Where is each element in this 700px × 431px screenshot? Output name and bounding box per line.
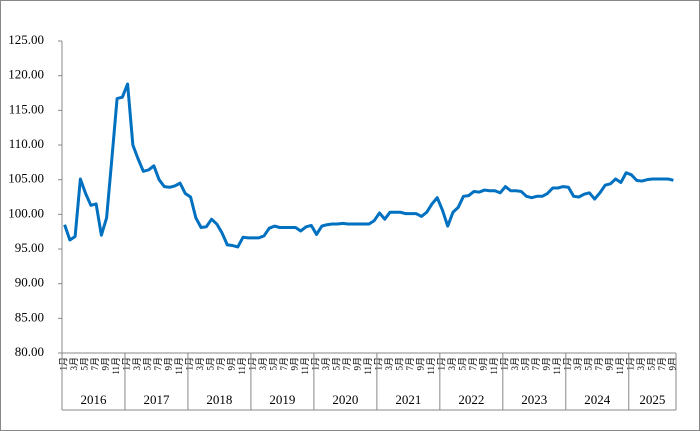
y-tick-label: 105.00 (8, 171, 44, 186)
x-tick-label: 7月 (594, 357, 604, 371)
x-tick-label: 11月 (489, 357, 499, 375)
y-tick-label: 110.00 (9, 136, 44, 151)
x-tick-label: 3月 (510, 357, 520, 371)
x-tick-label: 11月 (174, 357, 184, 375)
x-tick-label: 7月 (279, 357, 289, 371)
x-tick-label: 1月 (185, 357, 195, 371)
x-tick-label: 3月 (447, 357, 457, 371)
x-tick-label: 9月 (479, 357, 489, 371)
x-tick-label: 3月 (321, 357, 331, 371)
group-label: 2022 (458, 392, 484, 407)
x-tick-label: 7月 (153, 357, 163, 371)
y-tick-label: 125.00 (8, 32, 44, 47)
x-tick-label: 9月 (101, 357, 111, 371)
x-tick-label: 11月 (300, 357, 310, 375)
x-tick-label: 1月 (122, 357, 132, 371)
group-label: 2023 (521, 392, 547, 407)
group-label: 2019 (269, 392, 295, 407)
x-tick-label: 5月 (80, 357, 90, 371)
x-tick-label: 7月 (405, 357, 415, 371)
y-tick-label: 100.00 (8, 205, 44, 220)
x-tick-label: 3月 (384, 357, 394, 371)
y-tick-label: 90.00 (15, 275, 44, 290)
y-tick-label: 95.00 (15, 240, 44, 255)
x-tick-label: 9月 (541, 357, 551, 371)
x-tick-label: 5月 (332, 357, 342, 371)
x-tick-label: 11月 (615, 357, 625, 375)
x-tick-label: 7月 (90, 357, 100, 371)
x-tick-label: 9月 (667, 357, 677, 371)
x-tick-label: 1月 (311, 357, 321, 371)
x-tick-label: 7月 (531, 357, 541, 371)
group-label: 2021 (395, 392, 421, 407)
group-label: 2024 (584, 392, 611, 407)
x-tick-label: 11月 (552, 357, 562, 375)
y-tick-label: 85.00 (15, 309, 44, 324)
x-tick-label: 7月 (342, 357, 352, 371)
x-tick-label: 3月 (258, 357, 268, 371)
y-tick-label: 80.00 (15, 344, 44, 359)
x-tick-label: 5月 (206, 357, 216, 371)
x-tick-label: 1月 (374, 357, 384, 371)
y-tick-label: 115.00 (9, 101, 44, 116)
x-tick-label: 9月 (416, 357, 426, 371)
group-label: 2025 (639, 392, 665, 407)
x-tick-label: 5月 (646, 357, 656, 371)
x-tick-label: 5月 (583, 357, 593, 371)
x-tick-label: 11月 (111, 357, 121, 375)
x-tick-label: 1月 (562, 357, 572, 371)
data-line (63, 82, 674, 249)
x-tick-label: 5月 (143, 357, 153, 371)
x-tick-label: 1月 (625, 357, 635, 371)
x-tick-label: 9月 (290, 357, 300, 371)
x-tick-label: 9月 (353, 357, 363, 371)
x-tick-label: 3月 (636, 357, 646, 371)
x-tick-label: 11月 (426, 357, 436, 375)
x-tick-label: 3月 (195, 357, 205, 371)
x-tick-label: 9月 (227, 357, 237, 371)
group-label: 2018 (206, 392, 232, 407)
x-tick-label: 9月 (604, 357, 614, 371)
x-tick-label: 1月 (437, 357, 447, 371)
x-tick-label: 1月 (59, 357, 69, 371)
x-tick-label: 11月 (237, 357, 247, 375)
x-tick-label: 7月 (657, 357, 667, 371)
y-tick-label: 120.00 (8, 67, 44, 82)
group-label: 2017 (143, 392, 170, 407)
x-tick-label: 11月 (363, 357, 373, 375)
x-tick-label: 7月 (216, 357, 226, 371)
group-label: 2020 (332, 392, 358, 407)
x-tick-label: 5月 (269, 357, 279, 371)
group-label: 2016 (80, 392, 107, 407)
x-tick-label: 5月 (395, 357, 405, 371)
x-tick-label: 3月 (573, 357, 583, 371)
x-tick-label: 3月 (132, 357, 142, 371)
x-tick-label: 3月 (69, 357, 79, 371)
x-tick-label: 7月 (468, 357, 478, 371)
x-tick-label: 5月 (520, 357, 530, 371)
x-tick-label: 5月 (458, 357, 468, 371)
x-tick-label: 1月 (500, 357, 510, 371)
x-tick-label: 9月 (164, 357, 174, 371)
x-tick-label: 1月 (248, 357, 258, 371)
